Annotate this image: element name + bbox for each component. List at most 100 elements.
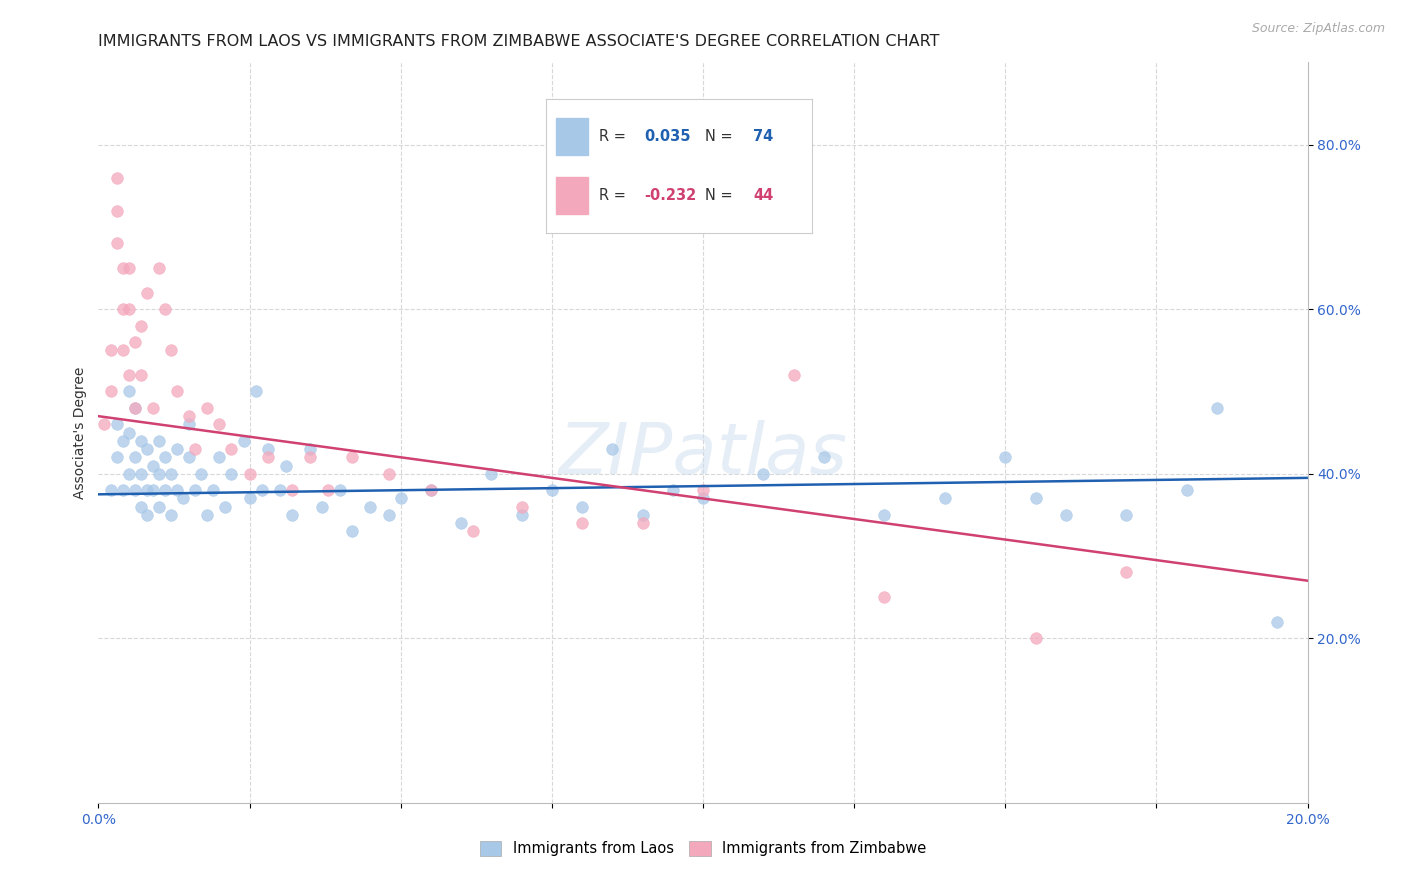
Point [142,458,165,473]
Point [342,450,364,465]
Point [166,384,188,399]
Point [1115,508,1137,522]
Point [118,384,141,399]
Point [256,450,278,465]
Point [184,483,207,498]
Point [873,590,896,604]
Point [179,417,201,432]
Point [214,500,236,514]
Point [100,384,122,399]
Point [299,442,322,456]
Point [124,335,146,350]
Point [160,467,183,481]
Point [463,524,485,539]
Point [377,508,399,522]
Point [269,483,291,498]
Point [93,417,115,432]
Text: Source: ZipAtlas.com: Source: ZipAtlas.com [1251,22,1385,36]
Point [129,500,152,514]
Point [571,500,593,514]
Point [135,508,157,522]
Point [160,508,183,522]
Point [813,450,835,465]
Point [118,467,141,481]
Point [250,483,273,498]
Point [142,401,165,415]
Point [540,483,562,498]
Point [129,318,152,333]
Point [1115,566,1137,580]
Point [124,401,146,415]
Point [148,467,170,481]
Point [239,491,262,506]
Point [160,343,183,358]
Point [208,417,231,432]
Point [100,343,122,358]
Point [1175,483,1198,498]
Point [1024,491,1046,506]
Point [311,500,333,514]
Point [111,483,134,498]
Y-axis label: Associate's Degree: Associate's Degree [73,367,87,499]
Point [153,483,176,498]
Point [111,302,134,317]
Point [1267,615,1289,629]
Point [1054,508,1077,522]
Point [135,483,157,498]
Point [118,302,141,317]
Point [299,450,322,465]
Point [631,516,654,530]
Point [153,450,176,465]
Point [934,491,956,506]
Point [111,343,134,358]
Point [221,442,243,456]
Point [631,508,654,522]
Point [274,458,297,473]
Point [166,442,188,456]
Point [329,483,352,498]
Point [111,261,134,276]
Point [166,483,188,498]
Point [420,483,443,498]
Point [692,491,714,506]
Point [1206,401,1229,415]
Point [184,442,207,456]
Point [148,500,170,514]
Point [118,261,141,276]
Point [124,450,146,465]
Point [783,368,806,382]
Point [420,483,443,498]
Point [692,483,714,498]
Point [105,417,128,432]
Point [105,236,128,251]
Legend: Immigrants from Laos, Immigrants from Zimbabwe: Immigrants from Laos, Immigrants from Zi… [474,835,932,863]
Point [118,368,141,382]
Point [172,491,194,506]
Point [190,467,212,481]
Point [179,409,201,424]
Point [360,500,382,514]
Point [602,442,624,456]
Point [105,450,128,465]
Point [153,302,176,317]
Point [481,467,503,481]
Point [129,368,152,382]
Point [129,434,152,448]
Point [129,467,152,481]
Point [661,483,683,498]
Point [377,467,399,481]
Point [389,491,412,506]
Point [232,434,254,448]
Point [281,483,304,498]
Point [179,450,201,465]
Text: ZIPatlas: ZIPatlas [558,420,848,490]
Text: IMMIGRANTS FROM LAOS VS IMMIGRANTS FROM ZIMBABWE ASSOCIATE'S DEGREE CORRELATION : IMMIGRANTS FROM LAOS VS IMMIGRANTS FROM … [98,34,941,49]
Point [873,508,896,522]
Point [202,483,225,498]
Point [239,467,262,481]
Point [208,450,231,465]
Point [571,516,593,530]
Point [118,425,141,440]
Point [148,434,170,448]
Point [245,384,267,399]
